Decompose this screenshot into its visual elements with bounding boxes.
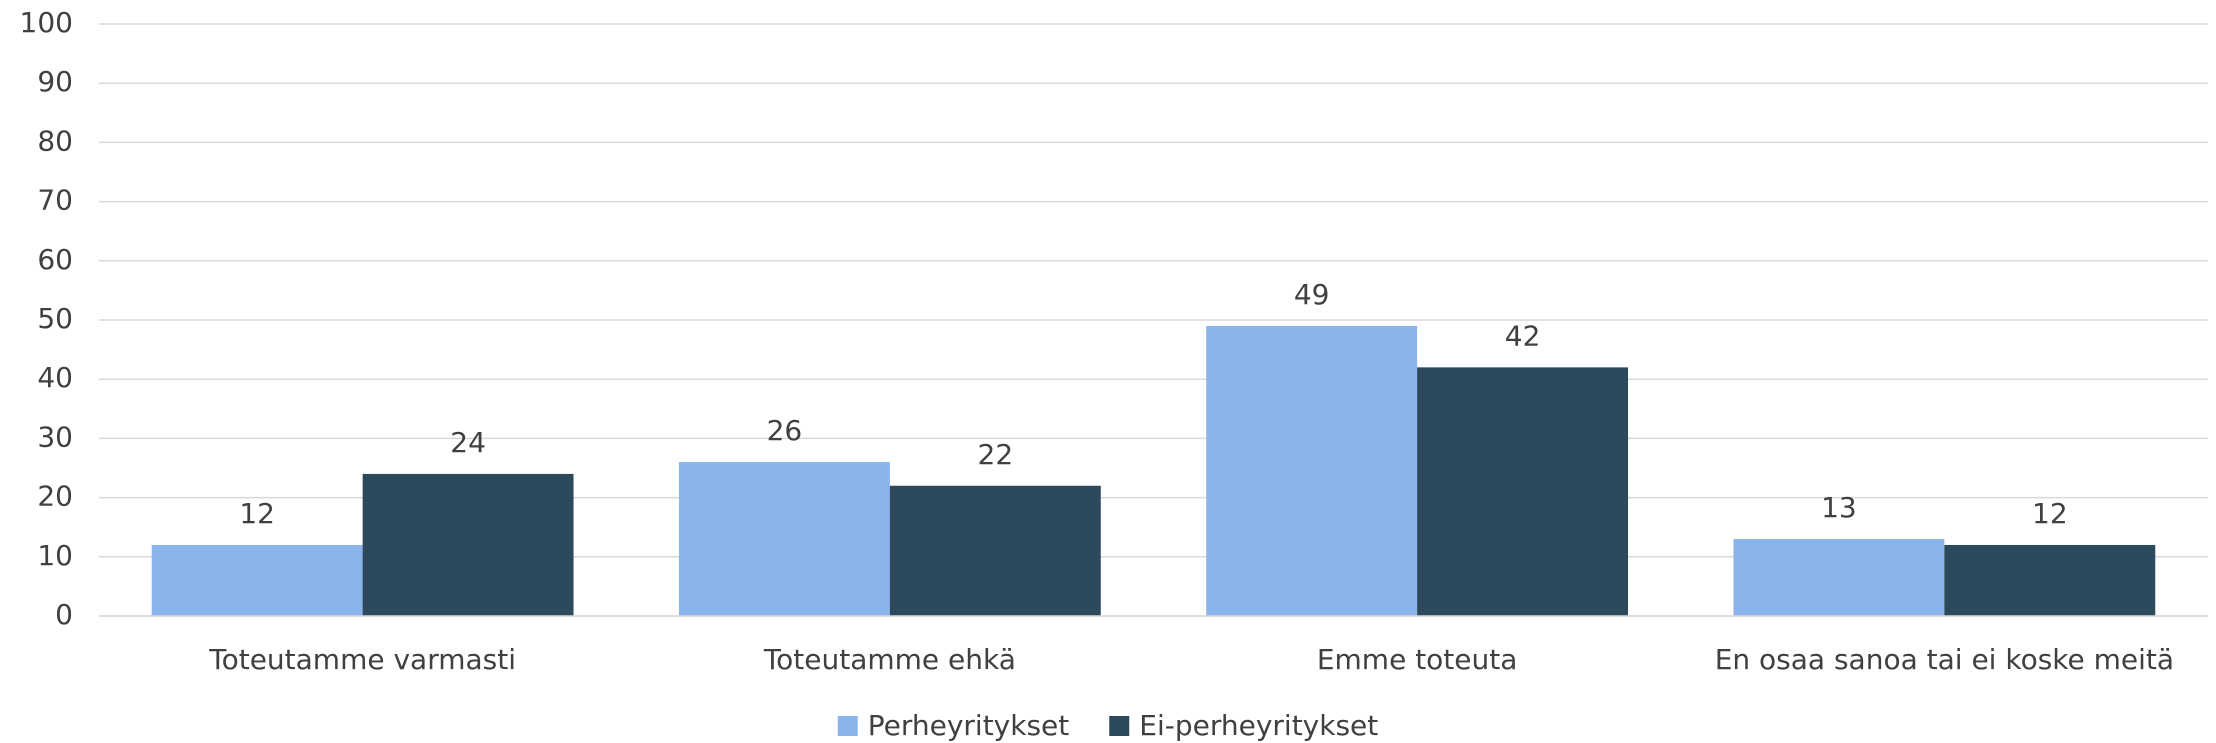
x-tick-label: Toteutamme ehkä bbox=[763, 643, 1016, 676]
data-label: 12 bbox=[2032, 497, 2068, 530]
bar bbox=[1944, 544, 2156, 616]
bar bbox=[1733, 539, 1945, 616]
y-tick-label: 70 bbox=[37, 184, 73, 217]
y-tick-label: 100 bbox=[20, 6, 73, 39]
legend-label: Ei-perheyritykset bbox=[1139, 709, 1378, 742]
x-tick-label: En osaa sanoa tai ei koske meitä bbox=[1715, 643, 2174, 676]
bar bbox=[151, 544, 363, 616]
y-tick-label: 50 bbox=[37, 302, 73, 335]
data-label: 26 bbox=[767, 414, 803, 447]
y-tick-label: 90 bbox=[37, 65, 73, 98]
bar bbox=[1417, 367, 1629, 616]
x-tick-label: Emme toteuta bbox=[1317, 643, 1518, 676]
y-tick-label: 60 bbox=[37, 243, 73, 276]
legend-swatch bbox=[837, 716, 858, 736]
bar bbox=[1206, 325, 1418, 616]
y-tick-label: 0 bbox=[55, 598, 73, 631]
x-tick-label: Toteutamme varmasti bbox=[208, 643, 516, 676]
y-tick-label: 40 bbox=[37, 361, 73, 394]
data-label: 12 bbox=[239, 497, 275, 530]
data-label: 24 bbox=[450, 426, 486, 459]
y-tick-label: 80 bbox=[37, 124, 73, 157]
bar bbox=[362, 473, 574, 616]
y-tick-label: 20 bbox=[37, 480, 73, 513]
data-label: 49 bbox=[1294, 278, 1330, 311]
data-label: 22 bbox=[978, 438, 1014, 471]
legend-label: Perheyritykset bbox=[868, 709, 1070, 742]
bar bbox=[678, 462, 890, 616]
bar bbox=[889, 485, 1101, 616]
legend-swatch bbox=[1109, 716, 1130, 736]
data-label: 13 bbox=[1821, 491, 1857, 524]
data-label: 42 bbox=[1505, 319, 1541, 352]
y-tick-label: 10 bbox=[37, 539, 73, 572]
y-tick-label: 30 bbox=[37, 420, 73, 453]
